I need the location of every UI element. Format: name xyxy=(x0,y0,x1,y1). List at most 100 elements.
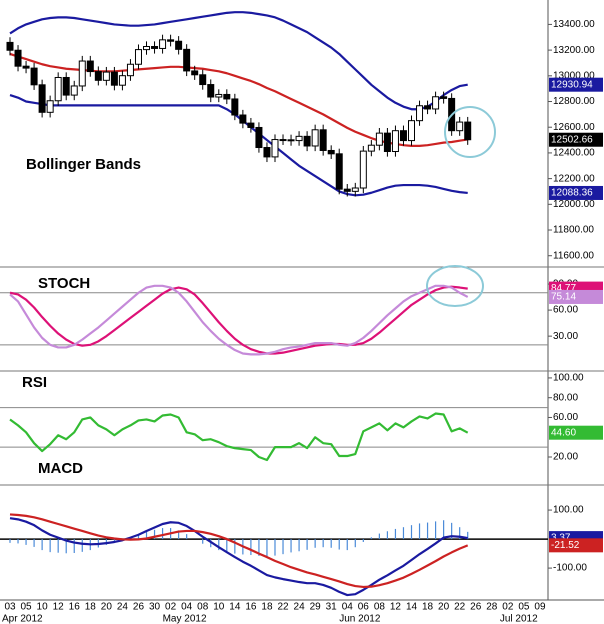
candle-body xyxy=(22,65,30,69)
last-value-box xyxy=(549,538,603,553)
last-value-label: 75.14 xyxy=(551,292,576,303)
candle-body xyxy=(383,132,391,153)
y-tick-label: 11800.00 xyxy=(553,225,594,236)
x-month-label: Jun 2012 xyxy=(339,614,381,624)
last-value-label: 84.77 xyxy=(551,283,576,294)
x-tick-label: 14 xyxy=(406,602,418,613)
y-tick-label: -100.00 xyxy=(553,563,587,574)
candle-body xyxy=(335,153,343,190)
candle-body xyxy=(319,129,327,151)
candle-body xyxy=(110,71,118,86)
candle-body xyxy=(207,84,215,98)
x-tick-label: 05 xyxy=(518,602,530,613)
x-tick-label: 29 xyxy=(310,602,322,613)
candle-body xyxy=(215,93,223,98)
last-value-box xyxy=(549,77,603,92)
last-value-label: -21.52 xyxy=(551,540,580,551)
x-tick-label: 24 xyxy=(117,602,129,613)
candle-body xyxy=(94,71,102,81)
y-tick-label: 13200.00 xyxy=(553,45,595,56)
candle-body xyxy=(271,139,279,158)
candle-body xyxy=(367,144,375,152)
last-value-box xyxy=(549,425,603,440)
candle-body xyxy=(456,121,464,132)
y-tick-label: 12200.00 xyxy=(553,173,595,184)
x-tick-label: 18 xyxy=(85,602,97,613)
x-tick-label: 12 xyxy=(390,602,402,613)
candle-body xyxy=(70,85,78,96)
candle-body xyxy=(14,49,22,67)
x-tick-label: 26 xyxy=(133,602,145,613)
series-line xyxy=(9,52,468,147)
candle-body xyxy=(78,60,86,87)
candle-body xyxy=(424,105,432,110)
y-tick-label: 12400.00 xyxy=(553,148,595,159)
candle-body xyxy=(464,121,472,141)
candle-body xyxy=(151,46,159,49)
last-value-label: 3.37 xyxy=(551,533,571,544)
y-tick-label: 13400.00 xyxy=(553,19,595,30)
x-tick-label: 14 xyxy=(229,602,241,613)
x-tick-label: 04 xyxy=(342,602,354,613)
candle-body xyxy=(175,40,183,50)
candle-body xyxy=(399,130,407,142)
candle-body xyxy=(391,130,399,153)
last-value-label: 12502.66 xyxy=(551,134,593,145)
x-tick-label: 05 xyxy=(20,602,32,613)
panel-title: MACD xyxy=(38,460,83,477)
series-line xyxy=(9,412,469,462)
series-line xyxy=(9,284,469,356)
candle-body xyxy=(311,129,319,147)
x-month-label: Apr 2012 xyxy=(2,614,43,624)
panel-title: RSI xyxy=(22,374,47,391)
panel-title: STOCH xyxy=(38,275,90,292)
candle-body xyxy=(247,122,255,128)
candle-body xyxy=(6,41,14,51)
x-tick-label: 26 xyxy=(470,602,482,613)
candle-body xyxy=(351,187,359,192)
candle-body xyxy=(191,70,199,76)
candle-body xyxy=(375,132,383,146)
x-tick-label: 16 xyxy=(245,602,257,613)
y-tick-label: 13000.00 xyxy=(553,70,595,81)
x-tick-label: 10 xyxy=(213,602,225,613)
candle-body xyxy=(255,126,263,149)
candle-body xyxy=(86,60,94,73)
y-tick-label: 30.00 xyxy=(553,331,578,342)
x-tick-label: 02 xyxy=(165,602,177,613)
candle-body xyxy=(102,71,110,81)
panel xyxy=(0,513,548,597)
panel xyxy=(6,11,472,197)
candle-body xyxy=(327,149,335,155)
y-tick-label: 20.00 xyxy=(553,452,578,463)
last-value-label: 44.60 xyxy=(551,427,576,438)
candle-body xyxy=(343,188,351,192)
last-value-label: 12088.36 xyxy=(551,188,593,199)
y-tick-label: 100.00 xyxy=(553,505,584,516)
candle-body xyxy=(199,74,207,86)
last-value-label: 12930.94 xyxy=(551,79,593,90)
series-line xyxy=(9,285,468,355)
x-tick-label: 16 xyxy=(69,602,81,613)
candle-body xyxy=(359,150,367,189)
panel xyxy=(0,284,548,356)
highlight-circle xyxy=(426,265,484,307)
x-tick-label: 08 xyxy=(197,602,209,613)
candle-body xyxy=(126,63,134,77)
candle-body xyxy=(295,135,303,142)
x-tick-label: 18 xyxy=(261,602,273,613)
y-tick-label: 11600.00 xyxy=(553,250,594,261)
x-tick-label: 03 xyxy=(4,602,16,613)
x-tick-label: 20 xyxy=(438,602,450,613)
x-tick-label: 20 xyxy=(101,602,113,613)
series-line xyxy=(9,11,468,111)
y-tick-label: 12000.00 xyxy=(553,199,595,210)
x-month-label: May 2012 xyxy=(163,614,207,624)
x-tick-label: 09 xyxy=(534,602,546,613)
x-tick-label: 12 xyxy=(53,602,65,613)
last-value-box xyxy=(549,289,603,304)
y-tick-label: 60.00 xyxy=(553,412,578,423)
x-month-label: Jul 2012 xyxy=(500,614,538,624)
candle-body xyxy=(167,39,175,42)
